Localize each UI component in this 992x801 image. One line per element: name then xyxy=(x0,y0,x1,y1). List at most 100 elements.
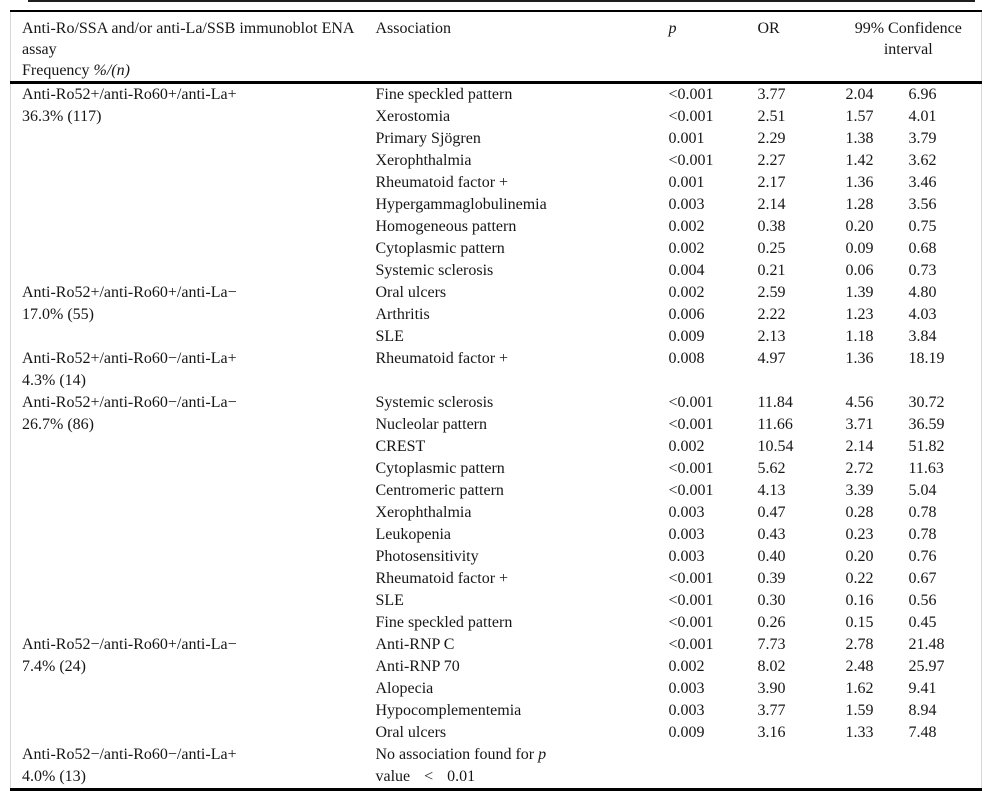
assay-group-cell: Anti-Ro52+/anti-Ro60+/anti-La+ 36.3% (117… xyxy=(11,83,376,283)
or-value-cell: 2.22 xyxy=(757,306,786,323)
p-value-cell: <0.001 xyxy=(668,416,714,433)
or-value-cell: 4.97 xyxy=(757,350,786,367)
ci-low-cell: 0.22 xyxy=(845,570,874,587)
association-cell: SLE xyxy=(375,592,404,609)
p-value-cell: 0.001 xyxy=(668,174,705,191)
assay-group-label: Anti-Ro52−/anti-Ro60−/anti-La+ xyxy=(22,746,237,763)
table-row: value < 0.01 xyxy=(11,766,982,790)
ci-high-cell: 0.45 xyxy=(908,614,937,631)
or-value-cell: 0.25 xyxy=(757,240,786,257)
table-row: Xerophthalmia <0.001 2.27 1.42 3.62 xyxy=(11,150,982,172)
or-value-cell: 3.77 xyxy=(757,86,786,103)
ci-high-cell: 3.84 xyxy=(908,328,937,345)
header-ci-column: 99% Confidence interval xyxy=(845,11,982,84)
p-value-cell: <0.001 xyxy=(668,86,714,103)
assay-group-cell: Anti-Ro52+/anti-Ro60+/anti-La− 17.0% (55) xyxy=(11,282,376,348)
ci-high-cell: 0.78 xyxy=(908,504,937,521)
p-value-cell: <0.001 xyxy=(668,460,714,477)
p-value-cell: <0.001 xyxy=(668,152,714,169)
or-value-cell: 0.38 xyxy=(757,218,786,235)
ci-high-cell: 25.97 xyxy=(908,658,945,675)
p-value-cell: <0.001 xyxy=(668,570,714,587)
header-assay-column: Anti-Ro/SSA and/or anti-La/SSB immunoblo… xyxy=(10,11,376,84)
ci-low-cell: 0.15 xyxy=(845,614,874,631)
p-value-cell: 0.001 xyxy=(668,130,705,147)
association-cell: Leukopenia xyxy=(375,526,452,543)
ci-high-cell: 51.82 xyxy=(908,438,945,455)
ci-low-cell: 2.48 xyxy=(845,658,874,675)
table-row: Anti-Ro52+/anti-Ro60−/anti-La+ 4.3% (14) R… xyxy=(11,348,982,389)
ci-low-cell: 0.28 xyxy=(845,504,874,521)
association-cell: Alopecia xyxy=(375,680,434,697)
ci-low-cell: 1.36 xyxy=(845,174,874,191)
association-cell: Systemic sclerosis xyxy=(375,394,494,411)
or-value-cell: 2.59 xyxy=(757,284,786,301)
or-value-cell: 10.54 xyxy=(757,438,794,455)
table-row: Anti-RNP 70 0.002 8.02 2.48 25.97 xyxy=(11,656,982,678)
header-association-column: Association xyxy=(375,11,669,84)
assay-group-cell: Anti-Ro52−/anti-Ro60−/anti-La+ 4.0% (13) xyxy=(11,744,376,790)
p-value-cell: 0.002 xyxy=(668,284,705,301)
table-row: Primary Sjögren 0.001 2.29 1.38 3.79 xyxy=(11,128,982,150)
ci-low-cell: 1.33 xyxy=(845,724,874,741)
ci-high-cell: 3.79 xyxy=(908,130,937,147)
association-cell: Systemic sclerosis xyxy=(375,262,494,279)
empty-cell xyxy=(669,744,982,766)
or-value-cell: 2.17 xyxy=(757,174,786,191)
or-value-cell: 0.30 xyxy=(757,592,786,609)
assay-group-label: Anti-Ro52+/anti-Ro60−/anti-La− xyxy=(22,394,237,411)
or-value-cell: 0.40 xyxy=(757,548,786,565)
or-value-cell: 2.13 xyxy=(757,328,786,345)
assay-group-frequency: 26.7% (86) xyxy=(22,416,94,433)
header-row: Anti-Ro/SSA and/or anti-La/SSB immunoblo… xyxy=(10,11,982,84)
assay-group-frequency: 7.4% (24) xyxy=(22,658,86,675)
ci-low-cell: 2.78 xyxy=(845,636,874,653)
ci-high-cell: 4.01 xyxy=(908,108,937,125)
table-row: Alopecia 0.003 3.90 1.62 9.41 xyxy=(11,678,982,700)
table-row: Oral ulcers 0.009 3.16 1.33 7.48 xyxy=(11,722,982,744)
or-value-cell: 2.29 xyxy=(757,130,786,147)
table-row: CREST 0.002 10.54 2.14 51.82 xyxy=(11,436,982,458)
or-value-cell: 5.62 xyxy=(757,460,786,477)
or-value-cell: 8.02 xyxy=(757,658,786,675)
assay-group-cell: Anti-Ro52−/anti-Ro60+/anti-La− 7.4% (24) xyxy=(11,634,376,744)
header-assay-title: Anti-Ro/SSA and/or anti-La/SSB immunoblo… xyxy=(22,20,354,58)
no-association-line2: value < 0.01 xyxy=(375,768,476,785)
or-value-cell: 3.77 xyxy=(757,702,786,719)
ci-low-cell: 0.06 xyxy=(845,262,874,279)
association-cell: SLE xyxy=(375,328,404,345)
or-value-cell: 11.66 xyxy=(757,416,793,433)
p-value-cell: 0.004 xyxy=(668,262,705,279)
association-cell: Anti-RNP 70 xyxy=(375,658,460,675)
ci-high-cell: 0.68 xyxy=(908,240,937,257)
ci-low-cell: 0.16 xyxy=(845,592,874,609)
ci-high-cell: 0.73 xyxy=(908,262,937,279)
association-cell: Primary Sjögren xyxy=(375,130,481,147)
empty-cell xyxy=(376,370,982,392)
p-value-cell: 0.003 xyxy=(668,548,705,565)
association-cell: Hypergammaglobulinemia xyxy=(375,196,547,213)
p-value-cell: 0.003 xyxy=(668,196,705,213)
table-row: Fine speckled pattern <0.001 0.26 0.15 0.45 xyxy=(11,612,982,634)
assay-group-cell: Anti-Ro52+/anti-Ro60−/anti-La− 26.7% (86) xyxy=(11,392,376,634)
ci-high-cell: 3.56 xyxy=(908,196,937,213)
assay-group-label: Anti-Ro52+/anti-Ro60+/anti-La− xyxy=(22,284,237,301)
association-cell: Oral ulcers xyxy=(375,284,447,301)
p-value-cell: 0.002 xyxy=(668,438,705,455)
p-value-cell: 0.002 xyxy=(668,240,705,257)
ci-high-cell: 3.46 xyxy=(908,174,937,191)
association-cell: Homogeneous pattern xyxy=(375,218,517,235)
ci-high-cell: 0.75 xyxy=(908,218,937,235)
table-header: Anti-Ro/SSA and/or anti-La/SSB immunoblo… xyxy=(10,11,982,84)
table-row: Anti-Ro52−/anti-Ro60−/anti-La+ 4.0% (13) N… xyxy=(11,744,982,785)
ci-high-cell: 0.56 xyxy=(908,592,937,609)
table-row: Centromeric pattern <0.001 4.13 3.39 5.04 xyxy=(11,480,982,502)
assay-group-frequency: 36.3% (117) xyxy=(22,108,102,125)
table-row: Hypergammaglobulinemia 0.003 2.14 1.28 3.56 xyxy=(11,194,982,216)
or-value-cell: 0.39 xyxy=(757,570,786,587)
ci-high-cell: 0.67 xyxy=(908,570,937,587)
table-row: Cytoplasmic pattern 0.002 0.25 0.09 0.68 xyxy=(11,238,982,260)
association-cell: Anti-RNP C xyxy=(375,636,455,653)
ci-low-cell: 0.20 xyxy=(845,548,874,565)
association-cell: Cytoplasmic pattern xyxy=(375,240,505,257)
